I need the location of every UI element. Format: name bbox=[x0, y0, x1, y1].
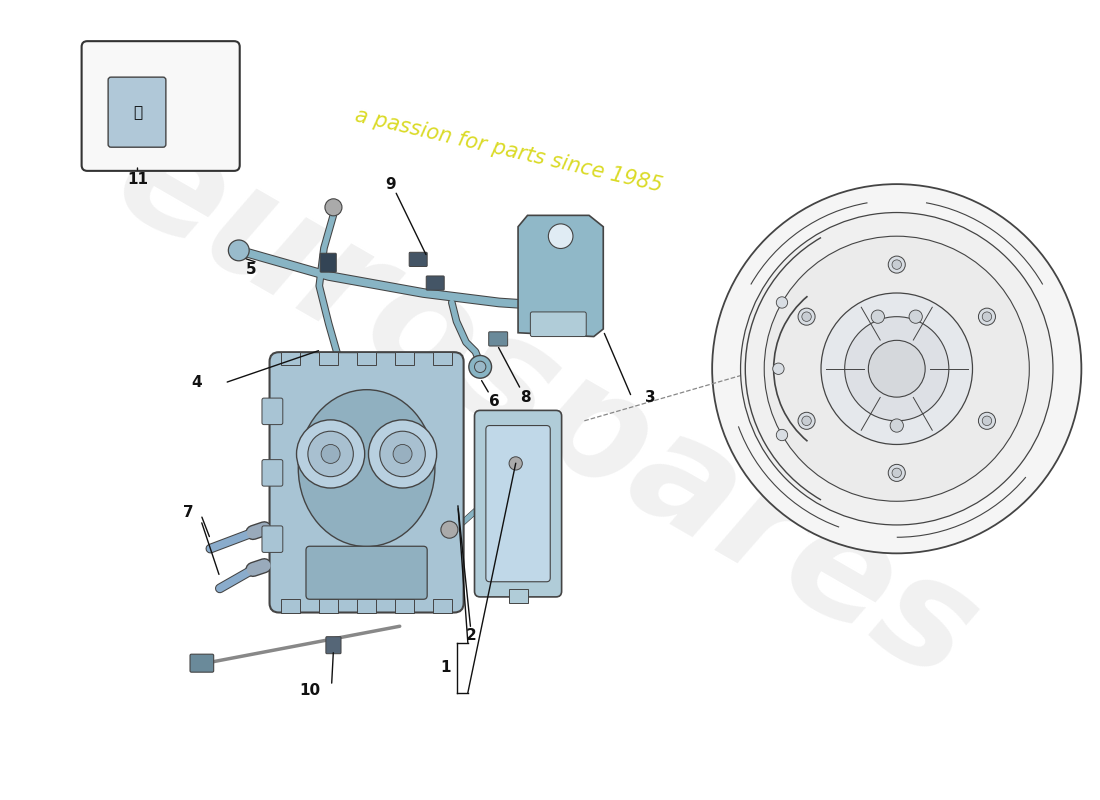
Circle shape bbox=[799, 412, 815, 430]
Circle shape bbox=[982, 416, 992, 426]
Circle shape bbox=[888, 256, 905, 273]
FancyBboxPatch shape bbox=[320, 254, 337, 272]
FancyBboxPatch shape bbox=[190, 654, 213, 672]
Circle shape bbox=[229, 240, 250, 261]
FancyBboxPatch shape bbox=[262, 398, 283, 425]
Circle shape bbox=[777, 430, 788, 441]
Circle shape bbox=[549, 224, 573, 249]
Circle shape bbox=[909, 310, 922, 323]
Circle shape bbox=[324, 198, 342, 216]
Bar bbox=[358, 599, 376, 613]
Circle shape bbox=[982, 312, 992, 322]
Circle shape bbox=[379, 431, 426, 477]
Circle shape bbox=[892, 260, 902, 270]
Circle shape bbox=[890, 419, 903, 432]
FancyBboxPatch shape bbox=[474, 410, 562, 597]
Circle shape bbox=[799, 308, 815, 325]
FancyBboxPatch shape bbox=[326, 637, 341, 654]
Circle shape bbox=[871, 310, 884, 323]
FancyBboxPatch shape bbox=[486, 426, 550, 582]
Circle shape bbox=[845, 317, 949, 421]
Text: 4: 4 bbox=[191, 375, 201, 390]
Circle shape bbox=[740, 213, 1053, 525]
Bar bbox=[395, 352, 415, 366]
FancyBboxPatch shape bbox=[108, 77, 166, 147]
Circle shape bbox=[868, 340, 925, 397]
Text: 1: 1 bbox=[440, 661, 450, 675]
FancyBboxPatch shape bbox=[306, 546, 427, 599]
Circle shape bbox=[764, 236, 1030, 502]
Text: 9: 9 bbox=[385, 177, 396, 192]
Text: 7: 7 bbox=[184, 505, 194, 520]
Text: 2: 2 bbox=[465, 628, 476, 643]
Circle shape bbox=[978, 308, 996, 325]
Circle shape bbox=[321, 445, 340, 463]
Circle shape bbox=[978, 412, 996, 430]
Circle shape bbox=[892, 468, 902, 478]
Circle shape bbox=[393, 445, 412, 463]
Circle shape bbox=[308, 431, 353, 477]
Ellipse shape bbox=[298, 390, 434, 546]
Text: a passion for parts since 1985: a passion for parts since 1985 bbox=[353, 106, 664, 196]
FancyBboxPatch shape bbox=[488, 332, 507, 346]
Circle shape bbox=[509, 457, 522, 470]
Circle shape bbox=[441, 521, 458, 538]
Text: 3: 3 bbox=[646, 390, 656, 405]
FancyBboxPatch shape bbox=[81, 41, 240, 171]
Circle shape bbox=[888, 464, 905, 482]
Bar bbox=[280, 352, 300, 366]
Text: 🐎: 🐎 bbox=[133, 105, 142, 120]
Circle shape bbox=[821, 293, 972, 445]
Circle shape bbox=[474, 361, 486, 373]
Circle shape bbox=[469, 355, 492, 378]
Circle shape bbox=[802, 416, 812, 426]
FancyBboxPatch shape bbox=[426, 276, 444, 290]
Bar bbox=[395, 599, 415, 613]
Circle shape bbox=[802, 312, 812, 322]
Circle shape bbox=[368, 420, 437, 488]
FancyBboxPatch shape bbox=[262, 526, 283, 553]
Text: 10: 10 bbox=[299, 683, 320, 698]
Circle shape bbox=[712, 184, 1081, 554]
Circle shape bbox=[297, 420, 365, 488]
Circle shape bbox=[772, 363, 784, 374]
Bar bbox=[358, 352, 376, 366]
Circle shape bbox=[777, 297, 788, 308]
Bar bbox=[319, 599, 338, 613]
Text: 11: 11 bbox=[126, 172, 148, 187]
Text: 8: 8 bbox=[520, 390, 531, 405]
Text: 6: 6 bbox=[490, 394, 499, 410]
FancyBboxPatch shape bbox=[262, 460, 283, 486]
FancyBboxPatch shape bbox=[270, 352, 463, 613]
Bar bbox=[508, 590, 528, 602]
FancyBboxPatch shape bbox=[530, 312, 586, 337]
FancyBboxPatch shape bbox=[409, 252, 427, 266]
Bar bbox=[433, 599, 452, 613]
Polygon shape bbox=[518, 215, 603, 337]
Text: 5: 5 bbox=[245, 262, 256, 277]
Bar bbox=[280, 599, 300, 613]
Bar bbox=[319, 352, 338, 366]
Bar bbox=[433, 352, 452, 366]
Text: eurospares: eurospares bbox=[91, 101, 1002, 713]
